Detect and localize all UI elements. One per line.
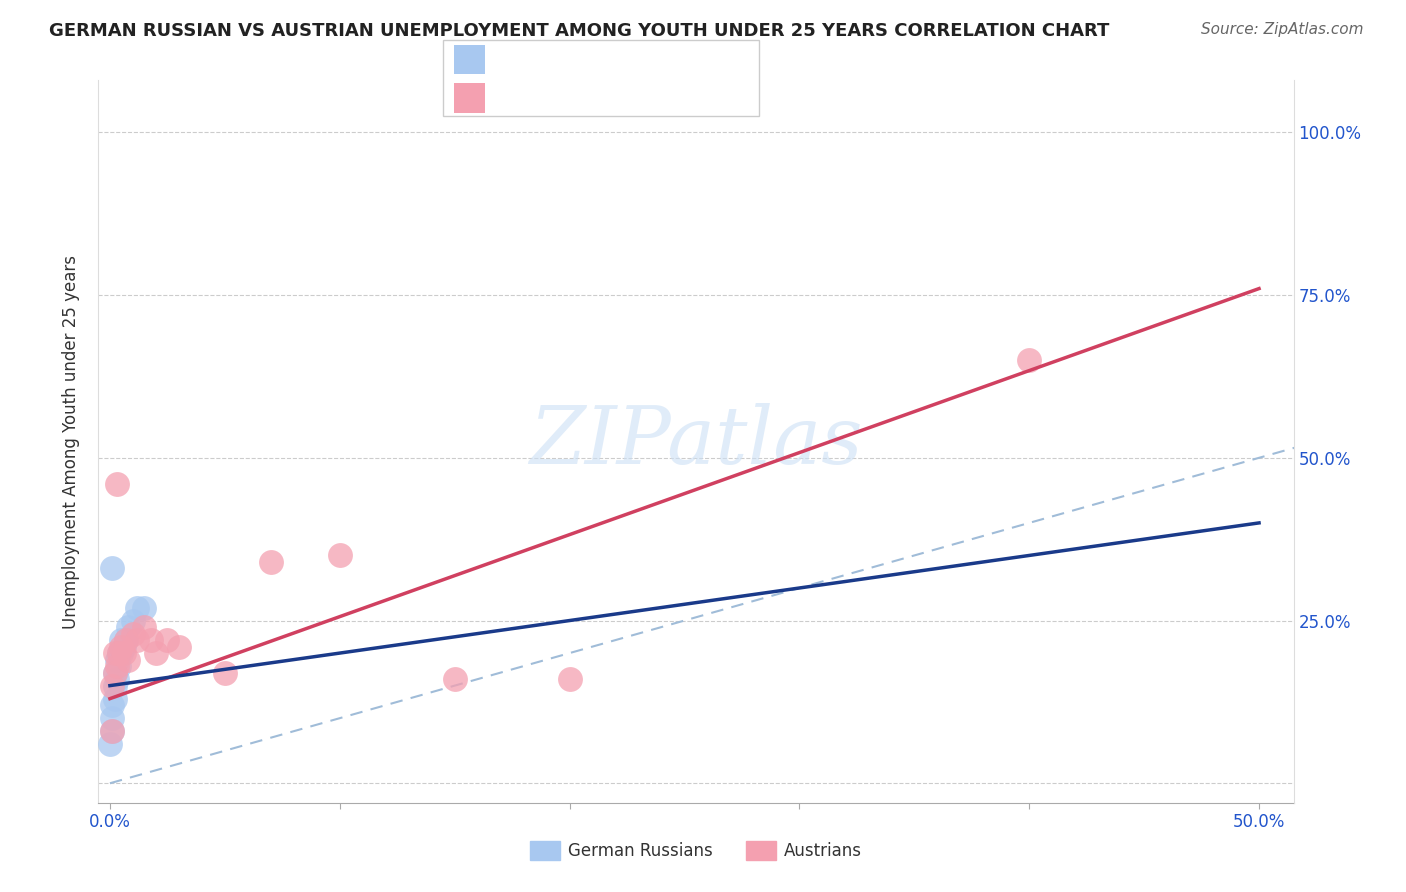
Point	[156, 633, 179, 648]
Point	[108, 659, 131, 673]
Point	[141, 633, 163, 648]
Point	[108, 646, 131, 660]
Point	[105, 659, 128, 673]
Point	[105, 476, 128, 491]
Point	[122, 626, 145, 640]
Point	[103, 691, 125, 706]
Point	[101, 724, 124, 739]
Point	[214, 665, 236, 680]
Point	[1018, 353, 1040, 368]
Point	[103, 665, 125, 680]
Point	[105, 652, 128, 666]
Point	[101, 698, 124, 713]
Point	[101, 711, 124, 725]
Point	[134, 620, 156, 634]
Point	[127, 633, 149, 648]
Point	[103, 646, 125, 660]
Point	[122, 614, 145, 628]
Text: Source: ZipAtlas.com: Source: ZipAtlas.com	[1201, 22, 1364, 37]
Point	[329, 549, 352, 563]
Point	[260, 555, 283, 569]
Point	[101, 724, 124, 739]
Point	[558, 672, 581, 686]
Y-axis label: Unemployment Among Youth under 25 years: Unemployment Among Youth under 25 years	[62, 254, 80, 629]
Point	[98, 737, 121, 751]
Point	[110, 640, 132, 654]
Text: R = 0.455    N = 20: R = 0.455 N = 20	[496, 51, 672, 69]
Point	[115, 633, 138, 648]
Point	[101, 561, 124, 575]
Point	[117, 620, 139, 634]
Point	[103, 665, 125, 680]
Point	[112, 640, 135, 654]
Point	[167, 640, 190, 654]
Point	[127, 600, 149, 615]
Point	[105, 672, 128, 686]
Legend: German Russians, Austrians: German Russians, Austrians	[523, 834, 869, 867]
Text: GERMAN RUSSIAN VS AUSTRIAN UNEMPLOYMENT AMONG YOUTH UNDER 25 YEARS CORRELATION C: GERMAN RUSSIAN VS AUSTRIAN UNEMPLOYMENT …	[49, 22, 1109, 40]
Point	[115, 633, 138, 648]
Point	[101, 679, 124, 693]
Point	[134, 600, 156, 615]
Text: ZIPatlas: ZIPatlas	[529, 403, 863, 480]
Point	[145, 646, 167, 660]
Point	[103, 679, 125, 693]
Point	[117, 652, 139, 666]
Point	[110, 633, 132, 648]
Point	[110, 646, 132, 660]
Point	[108, 646, 131, 660]
Point	[112, 646, 135, 660]
Text: R = 0.498    N = 24: R = 0.498 N = 24	[496, 89, 672, 107]
Point	[443, 672, 465, 686]
